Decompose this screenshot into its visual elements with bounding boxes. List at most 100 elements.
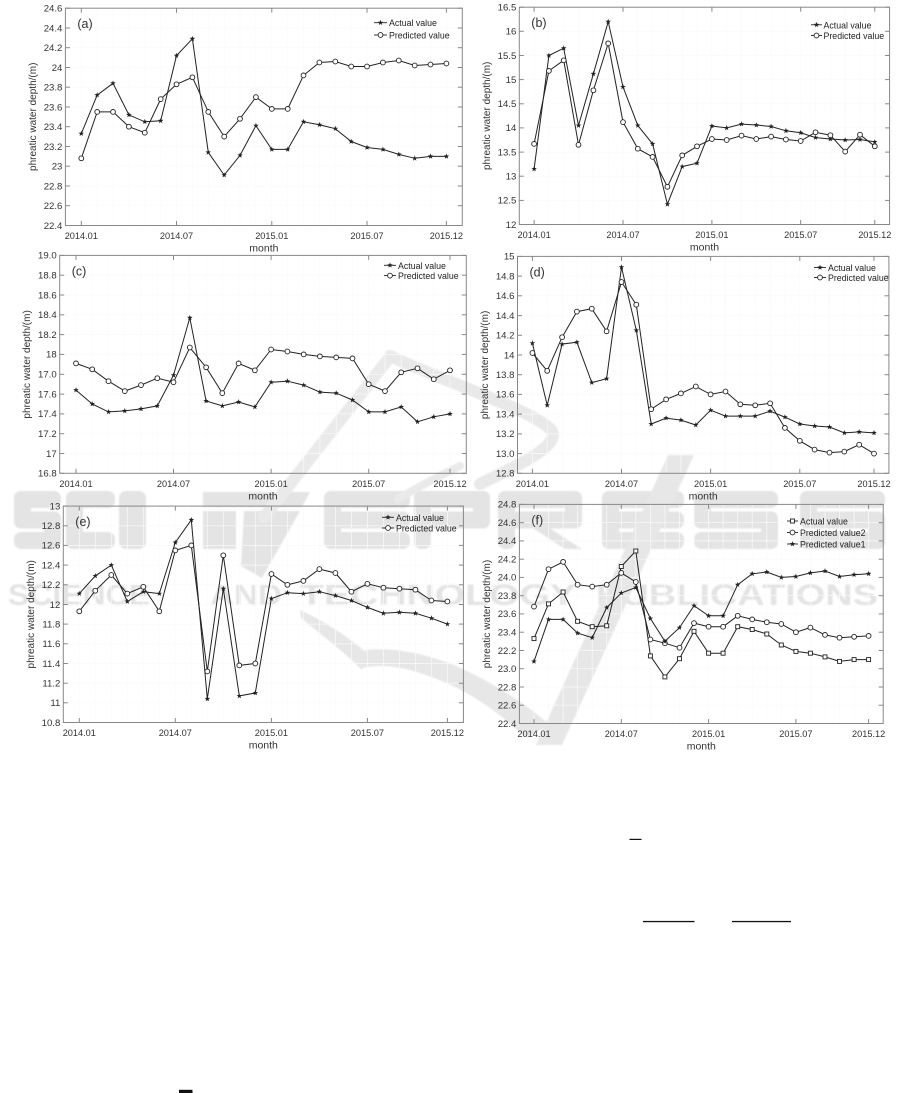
svg-text:2014.07: 2014.07	[159, 728, 192, 738]
svg-text:Predicted value: Predicted value	[398, 271, 459, 281]
svg-text:Actual value: Actual value	[828, 263, 876, 273]
svg-text:12.4: 12.4	[42, 560, 61, 571]
svg-text:2015.12: 2015.12	[430, 231, 463, 241]
svg-text:month: month	[248, 490, 277, 502]
svg-text:22.6: 22.6	[498, 701, 517, 712]
svg-text:24.6: 24.6	[44, 4, 63, 15]
svg-text:2014.01: 2014.01	[517, 230, 550, 240]
svg-text:17.4: 17.4	[38, 409, 57, 420]
svg-text:22.2: 22.2	[498, 646, 517, 657]
svg-text:phreatic water depth/(m): phreatic water depth/(m)	[22, 310, 33, 418]
svg-text:18.8: 18.8	[38, 271, 57, 282]
svg-text:12.8: 12.8	[496, 469, 515, 480]
svg-text:22.4: 22.4	[498, 719, 517, 730]
svg-text:13.2: 13.2	[496, 429, 515, 440]
svg-text:15: 15	[504, 252, 515, 263]
svg-text:19.0: 19.0	[38, 251, 57, 262]
svg-text:month: month	[249, 243, 278, 255]
svg-text:(e): (e)	[75, 515, 90, 529]
svg-text:23.6: 23.6	[44, 102, 63, 113]
svg-text:22.6: 22.6	[44, 201, 63, 212]
svg-text:2015.12: 2015.12	[857, 479, 890, 489]
svg-text:14.5: 14.5	[498, 99, 517, 110]
svg-text:24.0: 24.0	[498, 573, 517, 584]
svg-text:(f): (f)	[531, 513, 543, 527]
svg-text:18.4: 18.4	[38, 310, 57, 321]
svg-text:11.6: 11.6	[42, 639, 60, 650]
svg-text:2014.01: 2014.01	[517, 729, 550, 739]
svg-text:2014.07: 2014.07	[605, 479, 638, 489]
svg-text:24.6: 24.6	[498, 518, 517, 529]
svg-text:2015.01: 2015.01	[255, 728, 288, 738]
svg-text:(d): (d)	[530, 265, 545, 279]
svg-text:14.4: 14.4	[496, 311, 515, 322]
svg-text:17: 17	[46, 449, 57, 460]
svg-text:2015.12: 2015.12	[852, 729, 885, 739]
svg-text:14: 14	[506, 123, 517, 134]
svg-text:2014.01: 2014.01	[516, 479, 549, 489]
svg-text:17.6: 17.6	[38, 389, 57, 400]
svg-text:12.6: 12.6	[42, 541, 61, 552]
svg-text:month: month	[690, 242, 719, 254]
svg-text:phreatic water depth/(m): phreatic water depth/(m)	[28, 63, 39, 171]
svg-text:(c): (c)	[72, 264, 87, 278]
svg-text:23: 23	[52, 162, 63, 173]
svg-text:2015.12: 2015.12	[431, 728, 464, 738]
svg-text:Actual value: Actual value	[396, 513, 444, 523]
svg-text:Actual value: Actual value	[800, 517, 848, 527]
svg-text:11.8: 11.8	[42, 619, 60, 630]
svg-text:18.6: 18.6	[38, 290, 57, 301]
svg-text:14.2: 14.2	[496, 331, 515, 342]
svg-text:2014.07: 2014.07	[157, 479, 190, 489]
svg-text:13.4: 13.4	[496, 409, 515, 420]
svg-text:2015.01: 2015.01	[695, 230, 728, 240]
svg-text:Predicted value2: Predicted value2	[800, 528, 866, 538]
svg-text:23.4: 23.4	[498, 628, 517, 639]
svg-text:phreatic water depth/(m): phreatic water depth/(m)	[480, 311, 491, 419]
svg-text:12: 12	[506, 220, 517, 231]
svg-text:18: 18	[46, 350, 57, 361]
svg-text:17.2: 17.2	[38, 429, 57, 440]
svg-text:Predicted value: Predicted value	[824, 31, 885, 41]
svg-text:11.4: 11.4	[42, 659, 61, 670]
svg-text:2014.01: 2014.01	[65, 231, 98, 241]
svg-text:2014.07: 2014.07	[606, 230, 639, 240]
svg-text:18.2: 18.2	[38, 330, 57, 341]
svg-text:23.2: 23.2	[44, 142, 63, 153]
svg-text:2015.07: 2015.07	[783, 479, 816, 489]
svg-text:14.6: 14.6	[496, 291, 515, 302]
svg-text:13.5: 13.5	[498, 147, 517, 158]
svg-text:24.4: 24.4	[498, 536, 517, 547]
svg-text:11: 11	[50, 698, 60, 709]
svg-text:2014.07: 2014.07	[605, 729, 638, 739]
svg-text:10.8: 10.8	[42, 718, 61, 729]
svg-text:phreatic water depth/(m): phreatic water depth/(m)	[482, 62, 493, 170]
svg-text:22.8: 22.8	[498, 682, 517, 693]
svg-text:2015.12: 2015.12	[858, 230, 891, 240]
svg-text:Actual value: Actual value	[389, 18, 437, 28]
svg-text:11.2: 11.2	[42, 679, 60, 690]
svg-text:2015.07: 2015.07	[350, 231, 383, 241]
svg-text:14: 14	[504, 350, 515, 361]
svg-text:Predicted value1: Predicted value1	[800, 540, 866, 550]
svg-text:2015.01: 2015.01	[694, 479, 727, 489]
svg-text:Actual value: Actual value	[824, 20, 872, 30]
svg-text:24: 24	[52, 63, 63, 74]
svg-text:Predicted value: Predicted value	[389, 31, 450, 41]
svg-text:2015.07: 2015.07	[784, 230, 817, 240]
svg-text:month: month	[689, 490, 718, 502]
svg-text:16.5: 16.5	[498, 3, 517, 14]
svg-text:phreatic water depth/(m): phreatic water depth/(m)	[26, 560, 37, 668]
svg-text:month: month	[249, 740, 278, 752]
svg-text:12: 12	[50, 600, 61, 611]
svg-text:2015.01: 2015.01	[692, 729, 725, 739]
svg-text:13.0: 13.0	[496, 449, 515, 460]
svg-text:16.8: 16.8	[38, 469, 57, 480]
svg-text:15.5: 15.5	[498, 51, 517, 62]
svg-text:24.4: 24.4	[44, 23, 63, 34]
svg-text:2015.07: 2015.07	[351, 728, 384, 738]
svg-text:2015.07: 2015.07	[352, 479, 385, 489]
svg-text:phreatic water depth/(m): phreatic water depth/(m)	[482, 560, 493, 668]
svg-text:15: 15	[506, 75, 517, 86]
svg-text:2014.01: 2014.01	[63, 728, 96, 738]
